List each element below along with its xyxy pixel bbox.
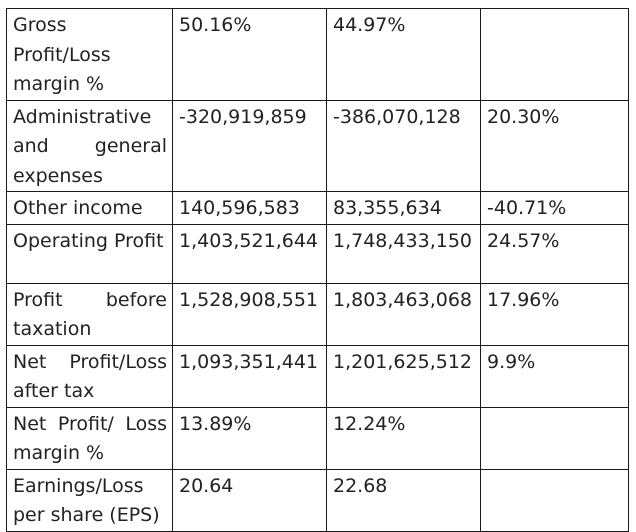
table-row: Earnings/Loss per share (EPS) 20.64 22.6…	[6, 468, 629, 532]
table-row: Gross Profit/Loss margin % 50.16% 44.97%	[6, 8, 629, 101]
value-cell: -386,070,128	[326, 99, 481, 192]
row-label: Earnings/Loss per share (EPS)	[6, 468, 173, 532]
change-cell: 17.96%	[480, 282, 629, 346]
financial-table: Gross Profit/Loss margin % 50.16% 44.97%…	[6, 8, 629, 532]
table-row: Profit before taxation 1,528,908,551 1,8…	[6, 282, 629, 346]
change-cell	[480, 406, 629, 470]
value-cell: 13.89%	[172, 406, 327, 470]
table-row: Net Profit/Loss after tax 1,093,351,441 …	[6, 344, 629, 408]
value-cell: 140,596,583	[172, 191, 327, 225]
value-cell: 20.64	[172, 468, 327, 532]
row-label: Operating Profit	[6, 223, 173, 284]
value-cell: 50.16%	[172, 8, 327, 101]
row-label: Other income	[6, 191, 173, 225]
table-row: Net Profit/ Loss margin % 13.89% 12.24%	[6, 406, 629, 470]
value-cell: -320,919,859	[172, 99, 327, 192]
value-cell: 44.97%	[326, 8, 481, 101]
value-cell: 1,803,463,068	[326, 282, 481, 346]
value-cell: 1,748,433,150	[326, 223, 481, 284]
value-cell: 1,403,521,644	[172, 223, 327, 284]
value-cell: 22.68	[326, 468, 481, 532]
change-cell	[480, 468, 629, 532]
row-label: Profit before taxation	[6, 282, 173, 346]
change-cell: 24.57%	[480, 223, 629, 284]
change-cell: 9.9%	[480, 344, 629, 408]
value-cell: 1,201,625,512	[326, 344, 481, 408]
table-row: Other income 140,596,583 83,355,634 -40.…	[6, 191, 629, 225]
change-cell: 20.30%	[480, 99, 629, 192]
value-cell: 12.24%	[326, 406, 481, 470]
row-label: Administrative and general expenses	[6, 99, 173, 192]
row-label: Gross Profit/Loss margin %	[6, 8, 173, 101]
row-label: Net Profit/ Loss margin %	[6, 406, 173, 470]
change-cell: -40.71%	[480, 191, 629, 225]
value-cell: 1,528,908,551	[172, 282, 327, 346]
row-label: Net Profit/Loss after tax	[6, 344, 173, 408]
value-cell: 83,355,634	[326, 191, 481, 225]
value-cell: 1,093,351,441	[172, 344, 327, 408]
change-cell	[480, 8, 629, 101]
table-row: Administrative and general expenses -320…	[6, 99, 629, 192]
table-row: Operating Profit 1,403,521,644 1,748,433…	[6, 223, 629, 284]
